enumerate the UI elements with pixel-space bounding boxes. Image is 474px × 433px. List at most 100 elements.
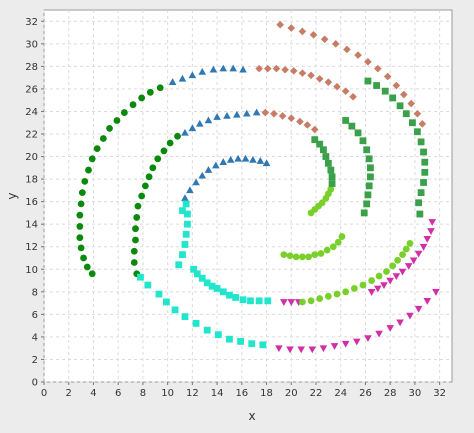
data-point xyxy=(324,292,332,300)
data-point xyxy=(264,297,272,305)
x-tick-label: 22 xyxy=(310,388,323,399)
y-tick-label: 32 xyxy=(25,17,38,28)
data-point xyxy=(262,159,271,167)
data-point xyxy=(99,135,107,142)
data-point xyxy=(239,65,247,73)
data-point xyxy=(417,189,425,197)
data-point xyxy=(298,69,307,77)
y-tick-label: 12 xyxy=(25,242,38,253)
plot-area xyxy=(43,9,453,383)
data-point xyxy=(175,261,183,269)
data-point xyxy=(399,90,408,99)
data-point xyxy=(375,330,383,338)
data-point xyxy=(307,297,315,305)
data-point xyxy=(364,77,372,85)
data-point xyxy=(423,236,432,243)
data-point xyxy=(81,177,89,185)
data-point xyxy=(287,299,296,306)
data-point xyxy=(413,128,421,136)
data-point xyxy=(188,124,197,132)
data-point xyxy=(406,239,414,247)
data-point xyxy=(181,241,189,248)
y-tick-label: 0 xyxy=(32,378,38,389)
data-point xyxy=(409,257,418,265)
x-tick-label: 4 xyxy=(90,388,96,399)
data-point xyxy=(229,64,237,72)
data-point xyxy=(233,110,241,118)
data-point xyxy=(342,288,350,296)
data-point xyxy=(299,253,306,261)
x-tick-label: 10 xyxy=(161,388,174,399)
data-point xyxy=(323,246,331,254)
data-point xyxy=(213,285,221,292)
data-point xyxy=(365,155,373,163)
data-point xyxy=(367,164,374,172)
x-axis-label: x xyxy=(248,409,255,423)
x-tick-label: 8 xyxy=(140,388,146,399)
data-point xyxy=(360,209,368,217)
x-tick-label: 20 xyxy=(285,388,298,399)
data-point xyxy=(348,122,356,130)
y-tick-label: 24 xyxy=(25,107,38,118)
data-point xyxy=(329,243,337,251)
data-point xyxy=(307,71,315,80)
y-tick-label: 20 xyxy=(25,152,38,163)
data-point xyxy=(317,250,325,257)
x-tick-label: 18 xyxy=(260,388,273,399)
data-point xyxy=(204,166,213,173)
data-point xyxy=(179,207,186,215)
data-point xyxy=(383,268,390,275)
data-point xyxy=(226,155,235,163)
data-point xyxy=(154,155,162,163)
data-point xyxy=(223,111,231,119)
data-point xyxy=(171,306,179,314)
data-point xyxy=(341,340,350,348)
data-point xyxy=(289,67,298,75)
data-point xyxy=(168,78,177,85)
data-point xyxy=(328,180,336,187)
data-point xyxy=(297,346,305,354)
data-point xyxy=(354,129,362,137)
y-tick-label: 10 xyxy=(25,265,38,276)
data-point xyxy=(275,345,283,353)
data-point xyxy=(145,173,153,181)
y-tick-label: 14 xyxy=(25,220,38,231)
data-point xyxy=(392,273,401,281)
data-point xyxy=(214,331,222,339)
data-point xyxy=(375,272,383,280)
data-point xyxy=(363,146,371,154)
data-point xyxy=(219,158,228,165)
data-point xyxy=(350,285,358,292)
data-point xyxy=(318,199,326,207)
data-point xyxy=(414,250,423,258)
data-point xyxy=(409,119,416,127)
data-point xyxy=(389,94,397,102)
data-point xyxy=(419,243,428,251)
data-point xyxy=(130,259,138,266)
data-point xyxy=(396,319,404,327)
x-tick-label: 14 xyxy=(211,388,224,399)
data-point xyxy=(78,189,86,197)
data-point xyxy=(77,244,85,252)
data-point xyxy=(181,128,189,136)
data-point xyxy=(130,247,138,255)
data-point xyxy=(399,251,406,259)
data-point xyxy=(343,45,351,54)
data-point xyxy=(141,182,149,190)
data-point xyxy=(198,274,206,282)
data-point xyxy=(179,251,186,259)
data-point xyxy=(195,119,204,127)
data-point xyxy=(188,71,197,79)
data-point xyxy=(255,297,263,305)
data-point xyxy=(120,109,128,116)
data-point xyxy=(113,117,121,124)
data-point xyxy=(324,159,332,167)
data-point xyxy=(319,345,328,353)
data-point xyxy=(149,164,157,172)
data-point xyxy=(76,223,84,230)
data-point xyxy=(365,182,373,190)
data-point xyxy=(146,88,154,96)
data-point xyxy=(368,277,376,284)
x-tick-label: 16 xyxy=(235,388,248,399)
